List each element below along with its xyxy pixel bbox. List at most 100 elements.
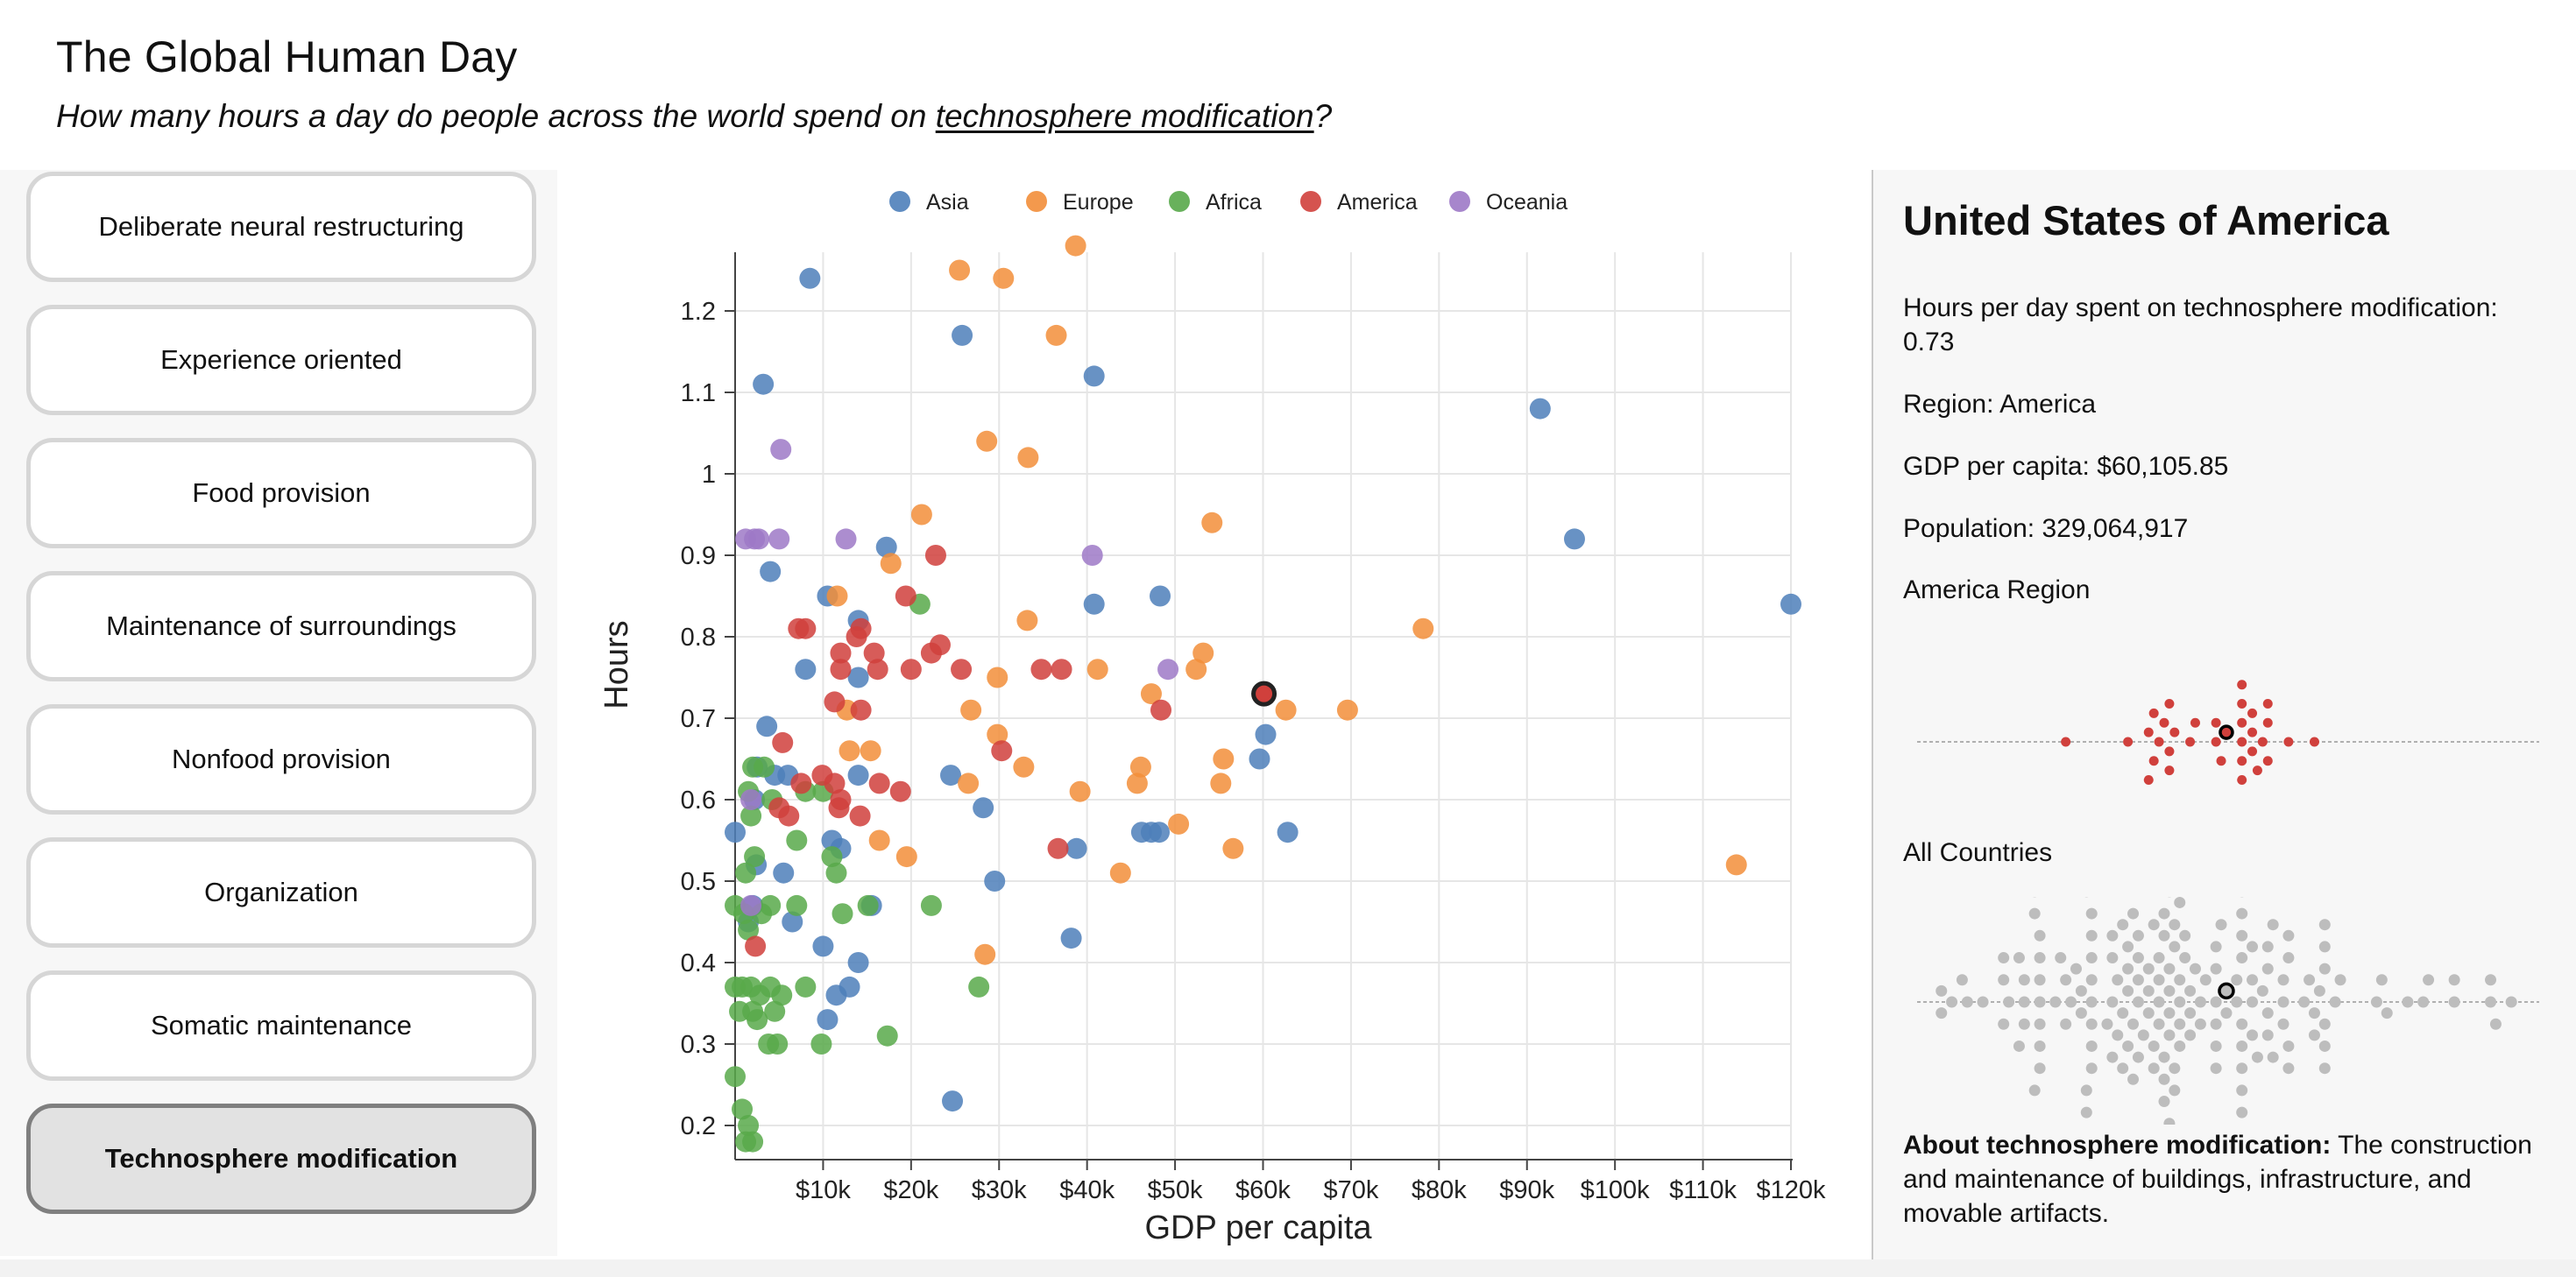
activity-button-somatic-maintenance[interactable]: Somatic maintenance bbox=[26, 970, 536, 1081]
point-europe[interactable] bbox=[1109, 862, 1131, 884]
activity-button-organization[interactable]: Organization bbox=[26, 837, 536, 948]
point-europe[interactable] bbox=[976, 430, 998, 452]
point-africa[interactable] bbox=[742, 1131, 764, 1153]
point-asia[interactable] bbox=[847, 667, 869, 688]
point-oceania[interactable] bbox=[835, 528, 857, 550]
point-america[interactable] bbox=[867, 659, 888, 681]
point-asia[interactable] bbox=[773, 862, 795, 884]
point-europe[interactable] bbox=[1185, 659, 1207, 681]
point-europe[interactable] bbox=[1168, 813, 1190, 835]
point-europe[interactable] bbox=[1192, 642, 1214, 664]
point-europe[interactable] bbox=[993, 267, 1015, 289]
point-america[interactable] bbox=[924, 545, 946, 566]
point-africa[interactable] bbox=[725, 1066, 746, 1088]
legend-item-africa[interactable]: Africa bbox=[1169, 190, 1262, 215]
selected-country-point[interactable] bbox=[1251, 681, 1277, 707]
point-europe[interactable] bbox=[910, 504, 932, 526]
point-asia[interactable] bbox=[1149, 822, 1171, 843]
point-africa[interactable] bbox=[738, 1115, 760, 1136]
point-africa[interactable] bbox=[832, 903, 853, 925]
point-europe[interactable] bbox=[1275, 699, 1297, 721]
point-oceania[interactable] bbox=[1081, 545, 1103, 566]
point-europe[interactable] bbox=[958, 773, 980, 794]
point-africa[interactable] bbox=[760, 894, 782, 916]
point-america[interactable] bbox=[889, 780, 911, 802]
point-africa[interactable] bbox=[920, 894, 942, 916]
point-asia[interactable] bbox=[952, 324, 973, 346]
point-oceania[interactable] bbox=[740, 789, 762, 810]
point-asia[interactable] bbox=[760, 561, 782, 582]
point-europe[interactable] bbox=[1222, 837, 1244, 859]
point-asia[interactable] bbox=[1529, 398, 1551, 420]
point-europe[interactable] bbox=[974, 943, 996, 965]
point-america[interactable] bbox=[849, 805, 871, 827]
point-america[interactable] bbox=[745, 935, 767, 957]
point-asia[interactable] bbox=[1277, 822, 1299, 843]
point-asia[interactable] bbox=[795, 659, 817, 681]
point-asia[interactable] bbox=[1083, 365, 1105, 387]
point-africa[interactable] bbox=[747, 1009, 768, 1031]
point-africa[interactable] bbox=[771, 984, 793, 1006]
point-europe[interactable] bbox=[1126, 773, 1148, 794]
point-africa[interactable] bbox=[786, 894, 808, 916]
point-asia[interactable] bbox=[1249, 748, 1270, 770]
point-asia[interactable] bbox=[753, 373, 775, 395]
point-africa[interactable] bbox=[764, 1000, 786, 1022]
point-europe[interactable] bbox=[987, 667, 1008, 688]
point-asia[interactable] bbox=[782, 911, 803, 933]
point-asia[interactable] bbox=[1563, 528, 1585, 550]
point-asia[interactable] bbox=[942, 1090, 964, 1112]
point-america[interactable] bbox=[1047, 837, 1069, 859]
point-africa[interactable] bbox=[738, 919, 760, 941]
point-america[interactable] bbox=[850, 699, 872, 721]
point-africa[interactable] bbox=[786, 829, 808, 851]
point-asia[interactable] bbox=[984, 871, 1006, 892]
point-asia[interactable] bbox=[1780, 593, 1801, 615]
point-africa[interactable] bbox=[732, 1098, 754, 1120]
point-europe[interactable] bbox=[1140, 683, 1162, 705]
point-europe[interactable] bbox=[1017, 447, 1039, 469]
point-asia[interactable] bbox=[799, 267, 821, 289]
point-asia[interactable] bbox=[1060, 928, 1082, 949]
point-europe[interactable] bbox=[826, 585, 848, 607]
point-asia[interactable] bbox=[847, 952, 869, 973]
point-europe[interactable] bbox=[1336, 699, 1358, 721]
point-europe[interactable] bbox=[987, 723, 1008, 745]
point-america[interactable] bbox=[929, 634, 951, 656]
point-africa[interactable] bbox=[825, 862, 847, 884]
point-oceania[interactable] bbox=[748, 528, 770, 550]
point-america[interactable] bbox=[824, 691, 846, 713]
point-africa[interactable] bbox=[810, 1034, 832, 1055]
point-asia[interactable] bbox=[875, 536, 897, 558]
point-europe[interactable] bbox=[1412, 617, 1434, 639]
point-europe[interactable] bbox=[839, 740, 860, 762]
point-europe[interactable] bbox=[895, 846, 917, 868]
point-asia[interactable] bbox=[847, 765, 869, 787]
point-europe[interactable] bbox=[1086, 659, 1108, 681]
activity-button-maintenance-of-surroundings[interactable]: Maintenance of surroundings bbox=[26, 571, 536, 681]
point-africa[interactable] bbox=[767, 1034, 789, 1055]
point-asia[interactable] bbox=[1150, 585, 1171, 607]
point-america[interactable] bbox=[772, 731, 794, 753]
legend-item-oceania[interactable]: Oceania bbox=[1449, 190, 1568, 215]
point-europe[interactable] bbox=[1129, 756, 1151, 778]
point-america[interactable] bbox=[1030, 659, 1052, 681]
point-america[interactable] bbox=[795, 617, 817, 639]
point-europe[interactable] bbox=[880, 553, 902, 575]
point-africa[interactable] bbox=[754, 756, 775, 778]
legend-item-asia[interactable]: Asia bbox=[889, 190, 969, 215]
point-europe[interactable] bbox=[1725, 854, 1747, 876]
point-africa[interactable] bbox=[740, 805, 762, 827]
activity-button-nonfood-provision[interactable]: Nonfood provision bbox=[26, 704, 536, 815]
point-america[interactable] bbox=[790, 773, 812, 794]
point-europe[interactable] bbox=[868, 829, 890, 851]
point-africa[interactable] bbox=[735, 862, 757, 884]
point-america[interactable] bbox=[830, 642, 852, 664]
point-america[interactable] bbox=[991, 740, 1013, 762]
point-europe[interactable] bbox=[1013, 756, 1035, 778]
point-america[interactable] bbox=[895, 585, 916, 607]
legend-item-europe[interactable]: Europe bbox=[1026, 190, 1134, 215]
activity-button-food-provision[interactable]: Food provision bbox=[26, 438, 536, 548]
point-europe[interactable] bbox=[1201, 512, 1223, 533]
point-europe[interactable] bbox=[1213, 748, 1235, 770]
